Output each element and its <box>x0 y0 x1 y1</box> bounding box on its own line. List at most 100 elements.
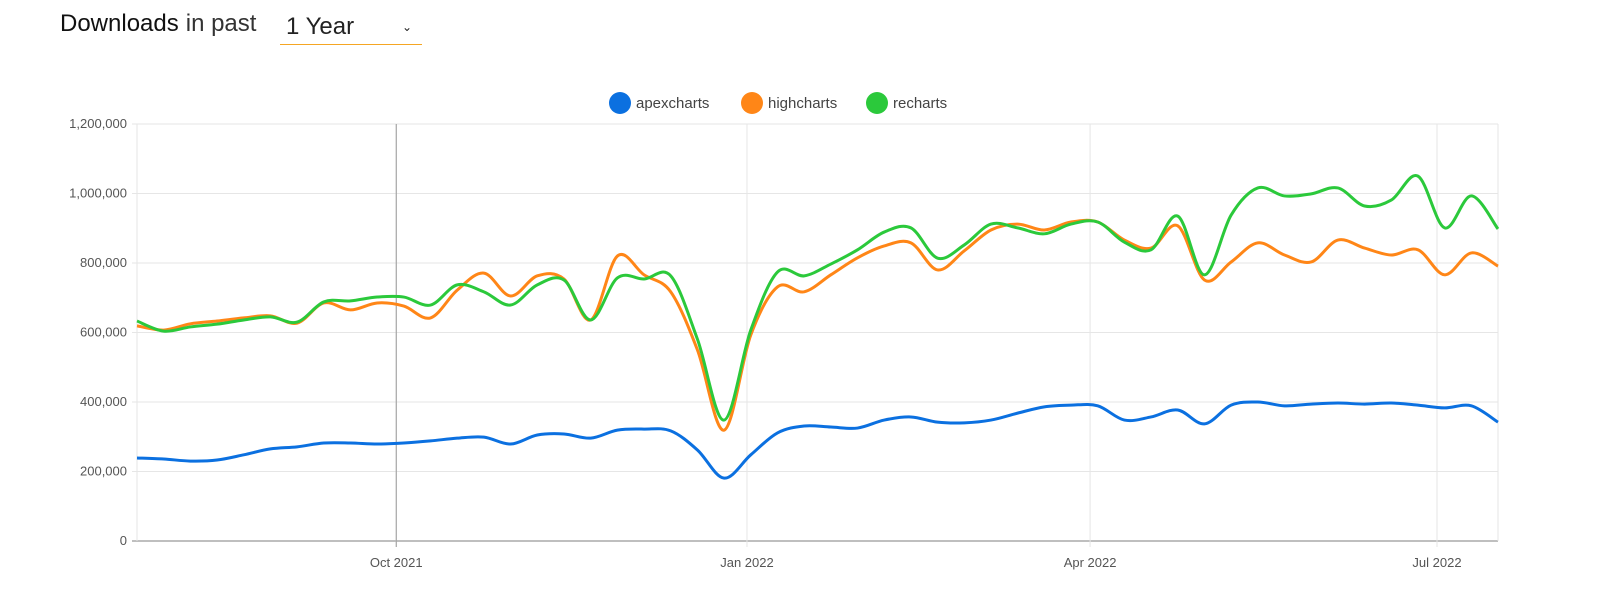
data-point-recharts[interactable] <box>1146 245 1156 255</box>
data-point-recharts[interactable] <box>345 296 355 306</box>
data-point-apexcharts[interactable] <box>532 430 542 440</box>
data-point-highcharts[interactable] <box>1493 261 1503 271</box>
data-point-highcharts[interactable] <box>1333 235 1343 245</box>
data-point-recharts[interactable] <box>212 319 222 329</box>
data-point-recharts[interactable] <box>719 415 729 425</box>
data-point-apexcharts[interactable] <box>1280 401 1290 411</box>
data-point-highcharts[interactable] <box>1466 248 1476 258</box>
data-point-apexcharts[interactable] <box>1173 405 1183 415</box>
data-point-apexcharts[interactable] <box>426 436 436 446</box>
legend-marker-recharts[interactable] <box>866 92 888 114</box>
data-point-recharts[interactable] <box>1413 171 1423 181</box>
data-point-apexcharts[interactable] <box>772 428 782 438</box>
data-point-recharts[interactable] <box>1173 211 1183 221</box>
data-point-recharts[interactable] <box>612 273 622 283</box>
data-point-apexcharts[interactable] <box>1226 400 1236 410</box>
data-point-apexcharts[interactable] <box>1360 399 1370 409</box>
data-point-recharts[interactable] <box>559 275 569 285</box>
data-point-recharts[interactable] <box>1039 229 1049 239</box>
data-point-recharts[interactable] <box>1360 201 1370 211</box>
data-point-recharts[interactable] <box>639 274 649 284</box>
data-point-apexcharts[interactable] <box>265 444 275 454</box>
data-point-recharts[interactable] <box>506 300 516 310</box>
data-point-highcharts[interactable] <box>879 241 889 251</box>
data-point-recharts[interactable] <box>532 280 542 290</box>
data-point-apexcharts[interactable] <box>506 439 516 449</box>
data-point-highcharts[interactable] <box>532 271 542 281</box>
data-point-apexcharts[interactable] <box>185 456 195 466</box>
data-point-apexcharts[interactable] <box>879 415 889 425</box>
data-point-apexcharts[interactable] <box>159 454 169 464</box>
data-point-recharts[interactable] <box>1013 223 1023 233</box>
data-point-recharts[interactable] <box>933 253 943 263</box>
data-point-recharts[interactable] <box>159 326 169 336</box>
data-point-recharts[interactable] <box>239 315 249 325</box>
data-point-recharts[interactable] <box>853 245 863 255</box>
data-point-recharts[interactable] <box>372 292 382 302</box>
data-point-recharts[interactable] <box>1440 223 1450 233</box>
data-point-highcharts[interactable] <box>1226 257 1236 267</box>
data-point-recharts[interactable] <box>1306 189 1316 199</box>
data-point-recharts[interactable] <box>319 297 329 307</box>
data-point-apexcharts[interactable] <box>1039 402 1049 412</box>
data-point-highcharts[interactable] <box>612 251 622 261</box>
data-point-apexcharts[interactable] <box>319 438 329 448</box>
data-point-recharts[interactable] <box>426 300 436 310</box>
data-point-apexcharts[interactable] <box>1493 417 1503 427</box>
data-point-apexcharts[interactable] <box>1066 400 1076 410</box>
data-point-apexcharts[interactable] <box>666 426 676 436</box>
data-point-apexcharts[interactable] <box>1306 399 1316 409</box>
data-point-apexcharts[interactable] <box>479 432 489 442</box>
data-point-apexcharts[interactable] <box>1146 412 1156 422</box>
legend-label-recharts[interactable]: recharts <box>893 95 947 112</box>
data-point-recharts[interactable] <box>1226 210 1236 220</box>
data-point-apexcharts[interactable] <box>986 415 996 425</box>
data-point-recharts[interactable] <box>1493 224 1503 234</box>
data-point-recharts[interactable] <box>879 227 889 237</box>
data-point-recharts[interactable] <box>1386 195 1396 205</box>
data-point-highcharts[interactable] <box>1440 270 1450 280</box>
data-point-apexcharts[interactable] <box>639 424 649 434</box>
legend-label-highcharts[interactable]: highcharts <box>768 95 837 112</box>
data-point-recharts[interactable] <box>959 240 969 250</box>
data-point-apexcharts[interactable] <box>1440 403 1450 413</box>
data-point-apexcharts[interactable] <box>799 421 809 431</box>
data-point-apexcharts[interactable] <box>452 433 462 443</box>
data-point-recharts[interactable] <box>265 312 275 322</box>
data-point-apexcharts[interactable] <box>1253 397 1263 407</box>
data-point-recharts[interactable] <box>1066 219 1076 229</box>
data-point-recharts[interactable] <box>826 259 836 269</box>
data-point-recharts[interactable] <box>292 317 302 327</box>
data-point-highcharts[interactable] <box>1306 257 1316 267</box>
data-point-recharts[interactable] <box>1253 183 1263 193</box>
data-point-recharts[interactable] <box>666 271 676 281</box>
data-point-highcharts[interactable] <box>479 268 489 278</box>
data-point-apexcharts[interactable] <box>719 473 729 483</box>
data-point-apexcharts[interactable] <box>1333 398 1343 408</box>
data-point-apexcharts[interactable] <box>933 417 943 427</box>
legend-marker-apexcharts[interactable] <box>609 92 631 114</box>
data-point-apexcharts[interactable] <box>1119 415 1129 425</box>
data-point-apexcharts[interactable] <box>372 439 382 449</box>
data-point-apexcharts[interactable] <box>1013 408 1023 418</box>
period-select[interactable]: 1 Year ⌄ <box>280 8 422 45</box>
data-point-apexcharts[interactable] <box>692 445 702 455</box>
data-point-highcharts[interactable] <box>666 287 676 297</box>
data-point-recharts[interactable] <box>986 219 996 229</box>
data-point-apexcharts[interactable] <box>853 423 863 433</box>
data-point-highcharts[interactable] <box>772 282 782 292</box>
data-point-recharts[interactable] <box>1199 270 1209 280</box>
data-point-recharts[interactable] <box>746 325 756 335</box>
data-point-apexcharts[interactable] <box>586 433 596 443</box>
data-point-highcharts[interactable] <box>906 238 916 248</box>
data-point-apexcharts[interactable] <box>132 453 142 463</box>
data-point-apexcharts[interactable] <box>399 438 409 448</box>
data-point-highcharts[interactable] <box>399 301 409 311</box>
data-point-apexcharts[interactable] <box>826 422 836 432</box>
data-point-highcharts[interactable] <box>1253 238 1263 248</box>
data-point-recharts[interactable] <box>1280 191 1290 201</box>
data-point-recharts[interactable] <box>452 280 462 290</box>
data-point-apexcharts[interactable] <box>906 412 916 422</box>
data-point-recharts[interactable] <box>1093 217 1103 227</box>
data-point-apexcharts[interactable] <box>345 438 355 448</box>
